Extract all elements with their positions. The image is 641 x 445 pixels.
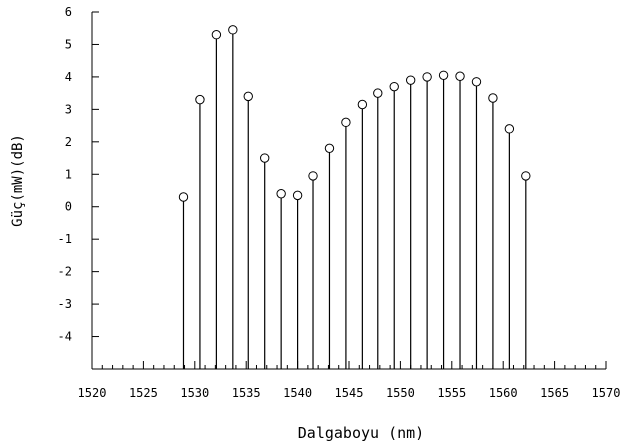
x-tick-label: 1530 [180,386,209,400]
y-tick-label: -1 [58,232,72,246]
x-tick-label: 1525 [129,386,158,400]
data-point [357,99,368,110]
x-tick-label: 1565 [540,386,569,400]
y-tick-label: 3 [65,102,72,116]
data-point [324,143,335,154]
data-point [488,93,498,103]
data-point [276,189,286,199]
axes [91,12,606,370]
y-ticks: -4 -3 -2 -1 0 1 2 3 4 5 6 [58,5,99,344]
x-tick-label: 1520 [78,386,107,400]
y-tick-label: 4 [65,70,72,84]
data-point [178,192,189,202]
x-ticks: 1520 1525 1530 1535 1540 1545 1550 1555 1560 1565… [78,361,621,400]
data-point [438,70,449,80]
data-point [504,124,515,134]
y-axis-title: Güç(mW)(dB) [10,134,26,227]
data-point [195,94,205,105]
x-tick-label: 1550 [386,386,415,400]
data-point [455,71,465,81]
data-point [228,25,238,35]
data-point [292,190,303,201]
x-tick-label: 1545 [335,386,364,400]
y-tick-label: 6 [65,5,72,19]
data-point [260,153,270,163]
data-point [471,77,482,87]
x-axis-title: Dalgaboyu (nm) [298,424,424,442]
data-point [422,72,432,82]
x-tick-label: 1560 [489,386,518,400]
y-tick-label: -2 [58,265,72,279]
data-point [308,171,318,181]
x-tick-label: 1570 [592,386,621,400]
y-tick-label: 1 [65,167,72,181]
y-tick-label: -4 [58,330,72,344]
y-tick-label: 0 [65,200,72,214]
data-point [389,81,399,92]
data-point [373,88,383,98]
data-point [521,171,531,181]
x-tick-label: 1535 [232,386,261,400]
y-tick-label: 2 [65,135,72,149]
data-point [341,117,351,128]
data-point [243,91,253,102]
x-tick-label: 1555 [437,386,466,400]
stems [178,25,531,369]
x-tick-label: 1540 [283,386,312,400]
data-point [405,75,416,85]
data-point [211,30,222,40]
y-tick-label: -3 [58,297,72,311]
y-tick-label: 5 [65,37,72,51]
